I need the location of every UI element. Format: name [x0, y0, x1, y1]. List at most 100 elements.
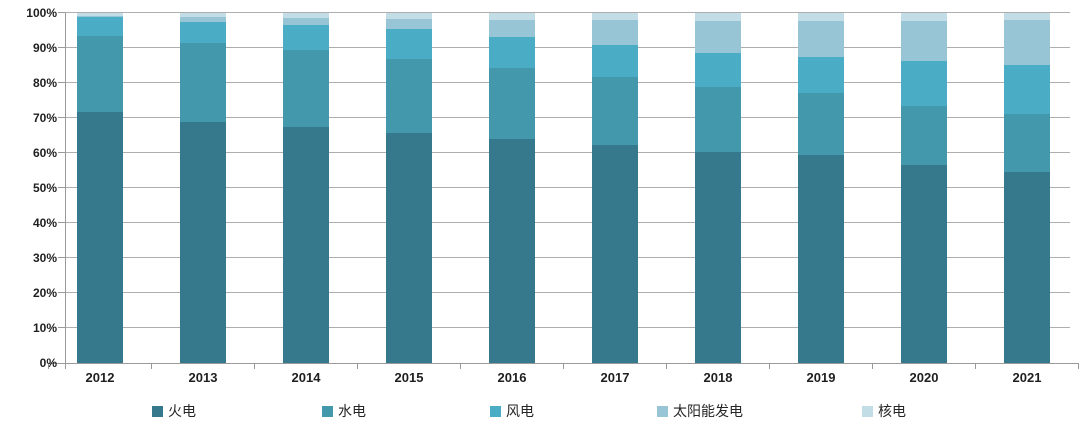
y-axis-tick [58, 152, 65, 154]
legend-item: 火电 [152, 403, 196, 419]
bar-segment [386, 59, 432, 134]
bar-segment [901, 12, 947, 21]
x-tick-label: 2019 [806, 370, 836, 385]
bar-segment [386, 133, 432, 363]
y-tick-label: 70% [32, 110, 57, 125]
bar-segment [592, 12, 638, 20]
bar-segment [798, 12, 844, 21]
bar-segment [695, 87, 741, 152]
legend-item: 太阳能发电 [657, 403, 743, 419]
bar-segment [901, 164, 947, 363]
legend-item: 风电 [490, 403, 534, 419]
x-tick-label: 2021 [1012, 370, 1042, 385]
bar-segment [1004, 20, 1050, 66]
legend-label: 太阳能发电 [673, 403, 743, 419]
bar-segment [592, 19, 638, 46]
bar [901, 12, 947, 363]
bar [489, 12, 535, 363]
bar-segment [180, 12, 226, 17]
bar [180, 12, 226, 363]
bar-segment [180, 43, 226, 122]
bar-segment [386, 18, 432, 29]
bar-segment [386, 28, 432, 60]
legend-swatch [862, 405, 873, 417]
legend-item: 水电 [322, 403, 366, 419]
bar-segment [283, 17, 329, 26]
bar-segment [283, 12, 329, 18]
bar-segment [798, 93, 844, 156]
bar-segment [77, 36, 123, 113]
y-tick-label: 100% [26, 5, 57, 20]
legend-swatch [322, 405, 333, 417]
bar-segment [695, 20, 741, 54]
y-tick-label: 80% [32, 75, 57, 90]
y-gridline [65, 82, 1070, 84]
y-gridline [65, 292, 1070, 294]
y-axis-tick [58, 47, 65, 49]
x-axis-tick [151, 363, 152, 369]
legend-swatch [657, 405, 668, 417]
bar-segment [77, 17, 123, 37]
y-gridline [65, 187, 1070, 189]
y-tick-label: 20% [32, 285, 57, 300]
bar-segment [592, 77, 638, 145]
bar-segment [489, 36, 535, 69]
x-tick-label: 2013 [188, 370, 218, 385]
x-axis-tick [872, 363, 873, 369]
bar-segment [489, 20, 535, 37]
bar-segment [1004, 12, 1050, 21]
bar-segment [695, 12, 741, 21]
bar-segment [283, 49, 329, 128]
bar-segment [180, 21, 226, 44]
bar-segment [592, 145, 638, 363]
bar-segment [386, 12, 432, 19]
bar [798, 12, 844, 363]
bar-segment [798, 155, 844, 363]
x-axis-tick [563, 363, 564, 369]
x-tick-label: 2014 [291, 370, 321, 385]
bar-segment [592, 45, 638, 78]
bar-segment [901, 20, 947, 61]
bar [1004, 12, 1050, 363]
y-tick-label: 60% [32, 145, 57, 160]
x-axis-tick [460, 363, 461, 369]
y-tick-label: 10% [32, 320, 57, 335]
y-axis-tick [58, 222, 65, 224]
y-gridline [65, 152, 1070, 154]
x-tick-label: 2015 [394, 370, 424, 385]
y-tick-label: 30% [32, 250, 57, 265]
bar-segment [489, 12, 535, 21]
x-axis-tick [254, 363, 255, 369]
y-axis-tick [58, 292, 65, 294]
y-gridline [65, 47, 1070, 49]
y-tick-label: 90% [32, 40, 57, 55]
x-axis-tick [1078, 363, 1079, 369]
x-tick-label: 2017 [600, 370, 630, 385]
bar-segment [77, 12, 123, 17]
x-tick-label: 2018 [703, 370, 733, 385]
bar-segment [180, 121, 226, 363]
legend-label: 火电 [168, 403, 196, 419]
bar-segment [798, 20, 844, 57]
bar [592, 12, 638, 363]
bar-segment [1004, 171, 1050, 363]
bar [283, 12, 329, 363]
bar-segment [901, 60, 947, 106]
y-gridline [65, 222, 1070, 224]
x-tick-label: 2012 [85, 370, 115, 385]
legend-label: 核电 [878, 403, 906, 419]
x-axis-tick [666, 363, 667, 369]
legend-label: 风电 [506, 403, 534, 419]
y-axis-tick [58, 12, 65, 13]
x-axis-tick [975, 363, 976, 369]
bar-segment [798, 56, 844, 94]
bar-segment [77, 112, 123, 363]
legend-swatch [490, 405, 501, 417]
bar-segment [1004, 65, 1050, 114]
y-axis-tick [58, 82, 65, 84]
y-gridline [65, 257, 1070, 259]
bar-segment [283, 127, 329, 363]
bar-segment [1004, 113, 1050, 172]
y-gridline [65, 327, 1070, 329]
